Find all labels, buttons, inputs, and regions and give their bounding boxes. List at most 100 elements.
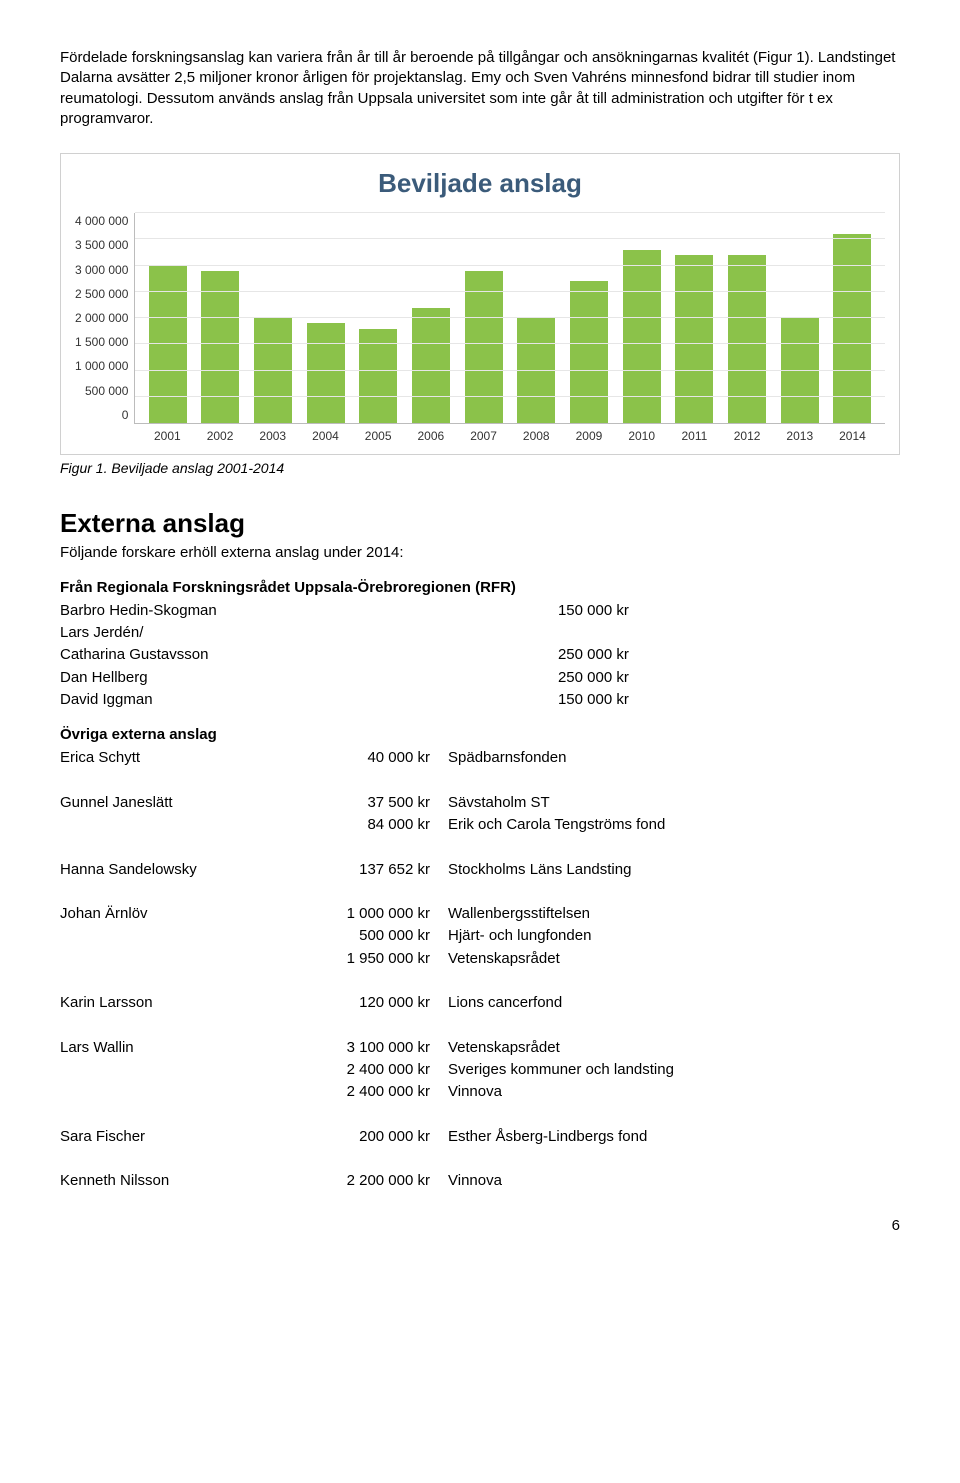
grant-source: Stockholms Läns Landsting: [448, 859, 900, 881]
grant-source: Spädbarnsfonden: [448, 747, 900, 769]
chart-bar: [675, 255, 713, 423]
table-row: Lars Jerdén/: [60, 622, 900, 644]
table-row: 2 400 000 krSveriges kommuner och landst…: [60, 1059, 900, 1081]
figure-caption: Figur 1. Beviljade anslag 2001-2014: [60, 459, 900, 478]
section-heading-externa: Externa anslag: [60, 506, 900, 541]
grant-amount: 1 950 000 kr: [290, 948, 448, 970]
chart-bar: [307, 323, 345, 423]
grant-amount: 2 400 000 kr: [290, 1059, 448, 1081]
grant-amount: 250 000 kr: [558, 644, 900, 666]
grant-name: Barbro Hedin-Skogman: [60, 600, 558, 622]
other-grants-table: Erica Schytt40 000 krSpädbarnsfonden Gun…: [60, 747, 900, 1192]
chart-x-tick: 2003: [254, 428, 292, 444]
chart-bar: [728, 255, 766, 423]
table-row: Gunnel Janeslätt37 500 krSävstaholm ST: [60, 792, 900, 814]
grant-name: Catharina Gustavsson: [60, 644, 558, 666]
grant-name: Hanna Sandelowsky: [60, 859, 290, 881]
chart-bar: [570, 281, 608, 423]
chart-x-tick: 2008: [517, 428, 555, 444]
grant-amount: 84 000 kr: [290, 814, 448, 836]
grant-amount: 250 000 kr: [558, 667, 900, 689]
chart-x-tick: 2007: [465, 428, 503, 444]
grant-name: [60, 948, 290, 970]
grant-name: [60, 814, 290, 836]
grant-name: [60, 925, 290, 947]
grant-amount: 200 000 kr: [290, 1126, 448, 1148]
chart-plot: 4 000 0003 500 0003 000 0002 500 0002 00…: [75, 213, 885, 424]
chart-bar: [149, 266, 187, 424]
grant-amount: 1 000 000 kr: [290, 903, 448, 925]
chart-bar: [517, 318, 555, 423]
table-row: Lars Wallin3 100 000 krVetenskapsrådet: [60, 1037, 900, 1059]
grant-amount: 150 000 kr: [558, 689, 900, 711]
grant-name: Erica Schytt: [60, 747, 290, 769]
grant-name: Karin Larsson: [60, 992, 290, 1014]
externa-lead: Följande forskare erhöll externa anslag …: [60, 543, 900, 563]
chart-x-tick: 2013: [781, 428, 819, 444]
chart-bar: [833, 234, 871, 423]
grant-source: Hjärt- och lungfonden: [448, 925, 900, 947]
grant-amount: 137 652 kr: [290, 859, 448, 881]
grant-source: Vinnova: [448, 1081, 900, 1103]
chart-y-tick: 0: [122, 407, 129, 423]
table-row: Barbro Hedin-Skogman150 000 kr: [60, 600, 900, 622]
grant-amount: 37 500 kr: [290, 792, 448, 814]
grant-amount: 150 000 kr: [558, 600, 900, 622]
chart-x-tick: 2012: [728, 428, 766, 444]
grant-source: Sävstaholm ST: [448, 792, 900, 814]
chart-bar: [254, 318, 292, 423]
chart-x-tick: 2010: [623, 428, 661, 444]
table-row: [60, 836, 900, 858]
grant-source: Vinnova: [448, 1170, 900, 1192]
grant-name: David Iggman: [60, 689, 558, 711]
grant-amount: 2 200 000 kr: [290, 1170, 448, 1192]
grant-name: [60, 1059, 290, 1081]
chart-bar: [465, 271, 503, 423]
grant-amount: 2 400 000 kr: [290, 1081, 448, 1103]
chart-bar: [623, 250, 661, 423]
grant-name: Dan Hellberg: [60, 667, 558, 689]
grant-name: Kenneth Nilsson: [60, 1170, 290, 1192]
chart-y-tick: 500 000: [85, 383, 128, 399]
chart-x-tick: 2005: [359, 428, 397, 444]
table-row: [60, 1103, 900, 1125]
grant-source: Vetenskapsrådet: [448, 1037, 900, 1059]
rfr-table: Barbro Hedin-Skogman150 000 krLars Jerdé…: [60, 600, 900, 711]
chart-x-tick: 2006: [412, 428, 450, 444]
chart-x-tick: 2014: [833, 428, 871, 444]
grant-amount: 3 100 000 kr: [290, 1037, 448, 1059]
table-row: Karin Larsson120 000 krLions cancerfond: [60, 992, 900, 1014]
grant-amount: 500 000 kr: [290, 925, 448, 947]
chart-x-tick: 2009: [570, 428, 608, 444]
chart-x-tick: 2001: [148, 428, 186, 444]
table-row: Sara Fischer200 000 krEsther Åsberg-Lind…: [60, 1126, 900, 1148]
table-row: Erica Schytt40 000 krSpädbarnsfonden: [60, 747, 900, 769]
chart-x-tick: 2004: [306, 428, 344, 444]
grant-source: Erik och Carola Tengströms fond: [448, 814, 900, 836]
rfr-heading: Från Regionala Forskningsrådet Uppsala-Ö…: [60, 578, 900, 598]
grant-amount: 40 000 kr: [290, 747, 448, 769]
table-row: Johan Ärnlöv1 000 000 krWallenbergsstift…: [60, 903, 900, 925]
chart-y-tick: 3 000 000: [75, 262, 128, 278]
chart-y-axis: 4 000 0003 500 0003 000 0002 500 0002 00…: [75, 213, 134, 423]
grant-name: Gunnel Janeslätt: [60, 792, 290, 814]
chart-y-tick: 4 000 000: [75, 213, 128, 229]
chart-x-tick: 2011: [675, 428, 713, 444]
chart-x-tick: 2002: [201, 428, 239, 444]
grant-name: Sara Fischer: [60, 1126, 290, 1148]
table-row: David Iggman150 000 kr: [60, 689, 900, 711]
intro-paragraph: Fördelade forskningsanslag kan variera f…: [60, 48, 900, 129]
grant-name: [60, 1081, 290, 1103]
chart-y-tick: 3 500 000: [75, 237, 128, 253]
chart-y-tick: 2 500 000: [75, 286, 128, 302]
chart-bars-area: [134, 213, 885, 424]
grant-name: Johan Ärnlöv: [60, 903, 290, 925]
grant-name: Lars Wallin: [60, 1037, 290, 1059]
chart-bar: [412, 308, 450, 424]
chart-y-tick: 1 000 000: [75, 358, 128, 374]
chart-bar: [201, 271, 239, 423]
grant-amount: [558, 622, 900, 644]
chart-bar: [781, 318, 819, 423]
table-row: Kenneth Nilsson2 200 000 krVinnova: [60, 1170, 900, 1192]
table-row: 1 950 000 krVetenskapsrådet: [60, 948, 900, 970]
